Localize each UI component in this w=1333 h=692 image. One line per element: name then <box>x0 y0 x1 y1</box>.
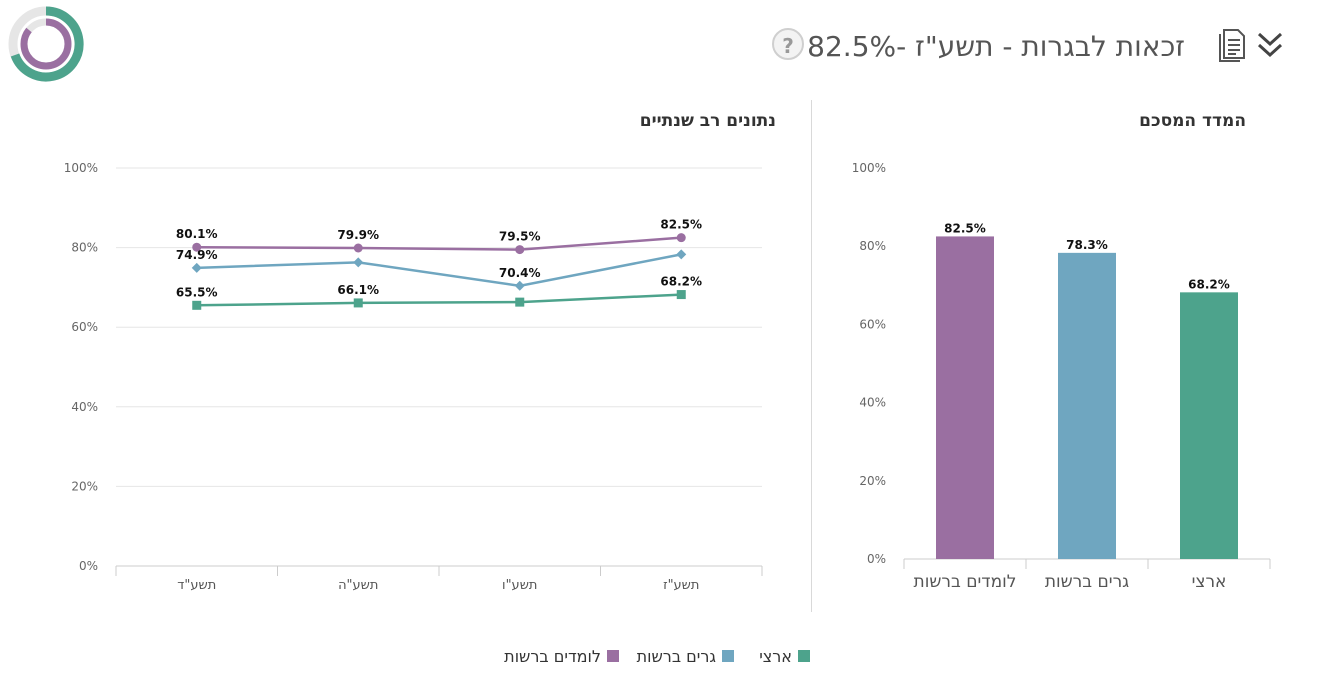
legend-item-2[interactable]: ארצי <box>759 644 810 668</box>
chart-legend: לומדים ברשות גרים ברשות ארצי <box>0 644 1333 668</box>
line-series-0 <box>196 236 682 251</box>
line-data-label-0-0: 80.1% <box>176 227 218 241</box>
bar-chart-x-tick-2: ארצי <box>1192 572 1227 592</box>
title-value: 82.5% <box>807 30 897 63</box>
donut-chart-icon <box>8 6 84 82</box>
bar-chart-y-tick-4: 80% <box>859 239 886 253</box>
line-data-label-1-2: 70.4% <box>499 266 541 280</box>
title-label: זכאות לבגרות - תשע"ז - <box>896 30 1185 63</box>
line-data-label-2-3: 68.2% <box>660 275 702 289</box>
line-chart-y-tick-3: 60% <box>71 320 98 334</box>
line-data-label-1-0: 74.9% <box>176 248 218 262</box>
bar-1 <box>1058 252 1116 560</box>
help-button[interactable]: ? <box>772 28 804 60</box>
line-chart-y-axis: 0% 20% 40% 60% 80% 100% <box>64 161 98 573</box>
legend-item-0[interactable]: לומדים ברשות <box>504 644 619 668</box>
chevron-double-down-icon[interactable] <box>1257 31 1283 59</box>
line-chart-y-tick-2: 40% <box>71 400 98 414</box>
document-icon[interactable] <box>1218 28 1246 62</box>
line-chart: 0%20%40%60%80%100% תשע"ד תשע"ה תשע"ו תשע"ז … <box>64 161 763 593</box>
line-point-2-3 <box>676 290 686 300</box>
bar-chart-y-axis: 0% 20% 40% 60% 80% 100% <box>852 161 886 566</box>
line-chart-y-tick-4: 80% <box>71 241 98 255</box>
bar-0 <box>936 236 994 560</box>
legend-label-2: ארצי <box>759 646 792 666</box>
line-data-label-0-2: 79.5% <box>499 230 541 244</box>
bar-chart-x-tick-1: גרים ברשות <box>1045 572 1129 592</box>
bar-chart-y-tick-5: 100% <box>852 161 886 175</box>
bar-chart-x-tick-0: לומדים ברשות <box>914 572 1017 592</box>
bar-chart-bars <box>936 236 1238 560</box>
line-chart-y-tick-0: 0% <box>79 559 98 573</box>
legend-swatch-1 <box>722 650 734 662</box>
legend-swatch-0 <box>607 650 619 662</box>
line-series-1 <box>196 253 682 288</box>
legend-swatch-2 <box>798 650 810 662</box>
line-data-label-0-1: 79.9% <box>337 228 379 242</box>
line-point-2-0 <box>192 300 202 310</box>
legend-label-0: לומדים ברשות <box>504 646 601 666</box>
line-series-2 <box>196 293 682 307</box>
line-point-0-2 <box>515 245 525 255</box>
line-chart-x-tick-3: תשע"ז <box>663 578 699 593</box>
bar-data-label-2: 68.2% <box>1188 277 1230 291</box>
line-point-2-1 <box>353 298 363 308</box>
line-chart-x-tick-1: תשע"ה <box>338 578 378 593</box>
line-chart-title: נתונים רב שנתיים <box>639 111 776 131</box>
line-point-1-2 <box>514 280 525 291</box>
help-icon: ? <box>782 34 794 58</box>
line-point-2-2 <box>515 297 525 307</box>
page-title: 82.5%זכאות לבגרות - תשע"ז - <box>807 30 1185 63</box>
line-point-0-3 <box>676 233 686 243</box>
line-chart-x-tick-0: תשע"ד <box>177 578 216 593</box>
line-point-0-0 <box>192 242 202 252</box>
bar-chart: 0% 20% 40% 60% 80% 100% לומדים ברשות גרים ברשו… <box>852 161 1271 592</box>
bar-data-label-1: 78.3% <box>1066 238 1108 252</box>
bar-2 <box>1180 292 1238 559</box>
line-point-0-1 <box>353 243 363 253</box>
line-data-label-2-1: 66.1% <box>337 283 379 297</box>
bar-chart-y-tick-1: 20% <box>859 474 886 488</box>
legend-item-1[interactable]: גרים ברשות <box>637 644 734 668</box>
line-chart-x-axis: תשע"ד תשע"ה תשע"ו תשע"ז <box>115 566 763 593</box>
line-point-1-1 <box>353 257 364 268</box>
line-chart-data-labels: 80.1% 79.9% 79.5% 82.5% 74.9% 70.4% 65.5% 66.1%… <box>176 218 702 300</box>
bar-chart-y-tick-2: 40% <box>859 396 886 410</box>
bar-chart-data-labels: 82.5% 78.3% 68.2% <box>944 221 1230 291</box>
line-chart-x-tick-2: תשע"ו <box>502 578 537 593</box>
line-chart-y-tick-5: 100% <box>64 161 98 175</box>
line-data-label-0-3: 82.5% <box>660 218 702 232</box>
line-chart-series <box>191 233 687 310</box>
line-point-1-3 <box>676 249 687 260</box>
bar-data-label-0: 82.5% <box>944 221 986 235</box>
bar-chart-y-tick-0: 0% <box>867 552 886 566</box>
bar-chart-y-tick-3: 60% <box>859 317 886 331</box>
legend-label-1: גרים ברשות <box>636 646 716 666</box>
panel-divider <box>811 100 812 612</box>
bar-chart-title: המדד המסכם <box>1139 111 1246 131</box>
bar-chart-x-axis: לומדים ברשות גרים ברשות ארצי <box>903 558 1271 592</box>
line-chart-y-tick-1: 20% <box>71 479 98 493</box>
line-point-1-0 <box>191 262 202 273</box>
line-data-label-2-0: 65.5% <box>176 285 218 299</box>
